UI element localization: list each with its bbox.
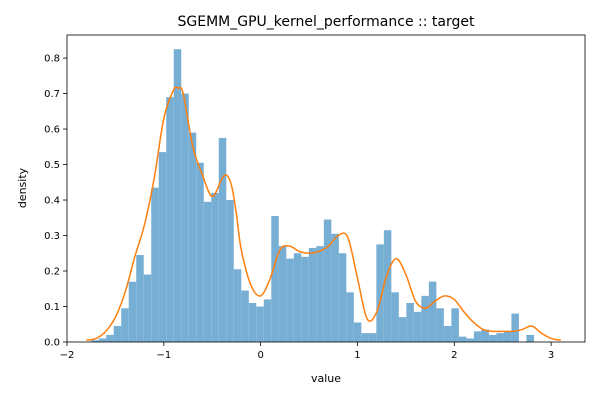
histogram-bar	[368, 333, 377, 342]
histogram-bar	[203, 201, 212, 342]
x-tick-label: 1	[354, 350, 360, 361]
histogram-bar	[428, 281, 437, 342]
histogram-bar	[106, 334, 114, 342]
histogram-bar	[91, 340, 99, 342]
histogram-bar	[376, 244, 384, 342]
histogram-bar	[511, 313, 519, 342]
histogram-bar	[173, 49, 182, 342]
histogram-bar	[293, 253, 302, 342]
histogram-bar	[383, 230, 392, 342]
y-tick-label: 0.4	[44, 196, 60, 207]
histogram-bar	[143, 274, 152, 342]
histogram-bar	[128, 281, 137, 342]
histogram-bar	[466, 338, 474, 342]
histogram-bar	[158, 152, 167, 342]
histogram-bar	[226, 200, 234, 342]
histogram-bars	[91, 49, 534, 342]
x-tick-label: −2	[60, 350, 75, 361]
histogram-bar	[323, 219, 332, 342]
y-axis-ticks: 0.0 0.1 0.2 0.3 0.4 0.5 0.6 0.7 0.8	[44, 54, 67, 349]
histogram-bar	[218, 137, 227, 342]
x-tick-label: −1	[156, 350, 171, 361]
y-tick-label: 0.2	[44, 267, 60, 278]
histogram-bar	[443, 326, 452, 342]
x-tick-label: 3	[548, 350, 554, 361]
x-tick-label: 2	[451, 350, 457, 361]
histogram-bar	[98, 338, 107, 342]
y-tick-label: 0.0	[44, 338, 60, 349]
histogram-bar	[406, 302, 414, 342]
x-axis-label: value	[311, 372, 341, 385]
histogram-bar	[278, 246, 287, 342]
y-tick-label: 0.6	[44, 125, 60, 136]
histogram-bar	[421, 295, 429, 342]
histogram-bar	[361, 333, 369, 342]
histogram-bar	[211, 192, 219, 342]
histogram-bar	[391, 292, 399, 342]
histogram-bar	[151, 187, 159, 342]
histogram-bar	[496, 333, 504, 342]
histogram-bar	[286, 258, 294, 342]
histogram-bar	[188, 132, 197, 342]
histogram-bar	[451, 308, 459, 342]
histogram-bar	[346, 292, 354, 342]
histogram-bar	[473, 331, 482, 342]
histogram-bar	[196, 162, 204, 342]
y-tick-label: 0.3	[44, 231, 60, 242]
histogram-bar	[271, 216, 279, 342]
histogram-bar	[166, 97, 174, 342]
x-tick-label: 0	[257, 350, 263, 361]
kde-line	[86, 86, 561, 341]
histogram-bar	[301, 256, 309, 342]
histogram-bar	[181, 93, 189, 342]
histogram-bar	[503, 331, 512, 342]
axes-frame	[66, 34, 586, 343]
histogram-bar	[458, 336, 467, 342]
histogram-bar	[113, 326, 122, 342]
y-tick-label: 0.1	[44, 302, 60, 313]
histogram-bar	[353, 322, 362, 342]
histogram-bar	[398, 317, 407, 342]
histogram-bar	[488, 334, 497, 342]
x-axis-ticks: −2 −1 0 1 2 3	[60, 342, 554, 361]
histogram-bar	[526, 334, 534, 342]
histogram-bar	[316, 246, 324, 342]
histogram-bar	[413, 311, 422, 342]
histogram-bar	[308, 247, 317, 342]
histogram-bar	[481, 329, 489, 342]
y-tick-label: 0.5	[44, 160, 60, 171]
histogram-bar	[248, 302, 257, 342]
histogram-bar	[436, 308, 444, 342]
y-tick-label: 0.7	[44, 89, 60, 100]
y-axis-label: density	[16, 167, 29, 208]
histogram-bar	[121, 308, 129, 342]
histogram-bar	[256, 306, 264, 342]
histogram-bar	[331, 233, 339, 342]
histogram-bar	[263, 299, 272, 342]
histogram-bar	[338, 253, 347, 342]
histogram-bar	[241, 290, 249, 342]
histogram-bar	[233, 269, 242, 342]
chart-title: SGEMM_GPU_kernel_performance :: target	[178, 14, 475, 30]
histogram-bar	[136, 255, 144, 342]
y-tick-label: 0.8	[44, 54, 60, 65]
